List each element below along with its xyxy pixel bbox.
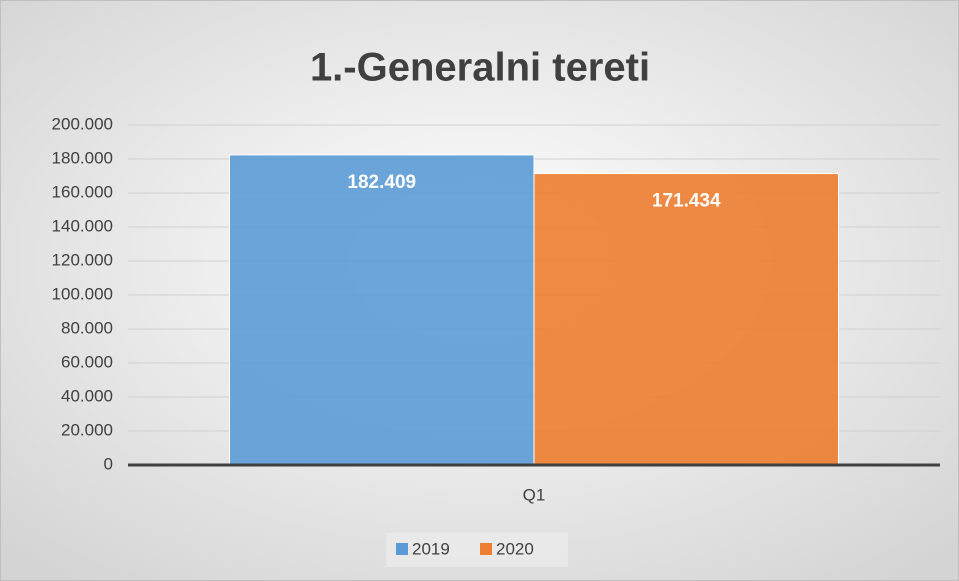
y-tick-label: 20.000 [61,420,113,439]
y-tick-label: 40.000 [61,386,113,405]
legend-swatch [480,543,492,555]
y-tick-label: 100.000 [52,284,113,303]
chart-title: 1.-Generalni tereti [310,46,650,90]
x-tick-label: Q1 [523,485,546,504]
legend-label: 2019 [412,539,450,558]
y-tick-label: 120.000 [52,250,113,269]
data-label: 182.409 [347,172,416,193]
y-tick-label: 140.000 [52,216,113,235]
legend-swatch [396,543,408,555]
y-tick-label: 60.000 [61,352,113,371]
y-tick-label: 160.000 [52,182,113,201]
y-tick-label: 0 [104,454,113,473]
legend-box [386,533,568,567]
y-tick-label: 200.000 [52,114,113,133]
data-label: 171.434 [652,191,721,212]
y-tick-label: 180.000 [52,148,113,167]
bar [533,173,839,466]
bar [229,154,535,466]
legend-label: 2020 [496,539,534,558]
y-tick-label: 80.000 [61,318,113,337]
